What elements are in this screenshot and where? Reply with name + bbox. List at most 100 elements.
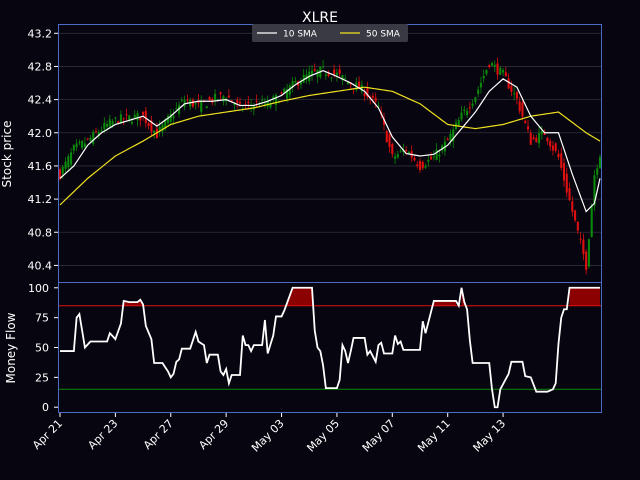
candle-body: [236, 99, 239, 103]
x-tick-label: Apr 29: [196, 417, 231, 452]
price-y-tick-label: 40.8: [28, 226, 53, 239]
x-tick-label: May 03: [249, 417, 287, 455]
candle-body: [72, 145, 75, 151]
candle-body: [424, 166, 427, 168]
price-y-tick-label: 42.8: [28, 60, 53, 73]
legend: 10 SMA 50 SMA: [252, 24, 408, 42]
price-y-tick-label: 41.6: [28, 160, 53, 173]
candle-body: [449, 133, 452, 141]
candle-body: [371, 95, 374, 98]
candle-body: [164, 119, 167, 129]
candle-body: [205, 106, 208, 109]
candle-body: [551, 145, 554, 151]
candle-body: [560, 153, 563, 168]
candle-body: [496, 63, 499, 75]
price-y-tick-label: 41.2: [28, 193, 53, 206]
price-y-axis-label: Stock price: [0, 121, 14, 188]
candle-body: [200, 100, 203, 112]
candle-body: [374, 97, 377, 102]
candle-body: [363, 93, 366, 96]
candle-body: [565, 173, 568, 193]
candle-body: [122, 118, 125, 120]
candle-body: [468, 107, 471, 109]
sma-series: [59, 69, 601, 213]
price-y-tick-label: 42.0: [28, 127, 53, 140]
candle-body: [208, 97, 211, 100]
candle-body: [81, 141, 84, 148]
money-flow-y-tick-label: 25: [35, 371, 49, 384]
candle-body: [133, 114, 136, 118]
candle-body: [216, 98, 219, 100]
candle-body: [333, 69, 336, 75]
candle-body: [299, 82, 302, 85]
candle-body: [466, 110, 469, 116]
candle-body: [346, 81, 350, 85]
candle-body: [277, 102, 280, 104]
candle-body: [418, 161, 422, 171]
money-flow-y-tick-label: 0: [42, 401, 49, 414]
candle-body: [150, 120, 153, 132]
candle-body: [579, 238, 582, 240]
candle-body: [261, 99, 264, 101]
candle-body: [421, 161, 424, 169]
candle-body: [471, 103, 474, 107]
money-flow-panel: 0 25 50 75 100: [28, 282, 602, 414]
candle-body: [441, 145, 444, 151]
candle-body: [227, 95, 230, 98]
candle-body: [515, 92, 518, 99]
candle-body: [366, 87, 369, 98]
candle-body: [64, 161, 67, 169]
candle-body: [549, 140, 552, 147]
candle-body: [524, 120, 527, 123]
candle-body: [119, 114, 122, 124]
candle-body: [58, 169, 62, 180]
candle-body: [114, 117, 117, 119]
candle-body: [103, 122, 106, 130]
candle-body: [540, 130, 543, 135]
x-tick-label: Apr 27: [141, 417, 176, 452]
candle-body: [432, 156, 435, 158]
candle-body: [499, 67, 502, 75]
candle-body: [67, 156, 70, 168]
candle-body: [169, 113, 172, 122]
candle-body: [391, 144, 394, 155]
candle-body: [117, 121, 120, 125]
candle-body: [130, 121, 134, 124]
candle-body: [153, 130, 156, 133]
candle-body: [507, 78, 510, 89]
candle-body: [430, 156, 433, 160]
price-y-tick-label: 42.4: [28, 94, 53, 107]
candle-body: [297, 81, 300, 86]
money-flow-overbought-fill: [123, 287, 600, 306]
candle-body: [474, 97, 477, 103]
candle-body: [147, 123, 150, 126]
candle-body: [302, 74, 305, 83]
candle-body: [269, 103, 272, 108]
overbought-fill-region: [287, 287, 312, 306]
candle-body: [510, 85, 513, 92]
candle-body: [479, 82, 482, 88]
candle-body: [263, 103, 266, 105]
candle-body: [142, 111, 145, 115]
candle-body: [546, 137, 549, 142]
money-flow-y-tick-label: 75: [35, 312, 49, 325]
candle-body: [230, 100, 233, 102]
x-axis: Apr 21 Apr 23 Apr 27 Apr 29 May 03 May 05 May …: [30, 413, 508, 455]
candle-body: [358, 81, 361, 89]
candle-body: [382, 118, 386, 125]
candle-body: [457, 119, 460, 126]
candle-body: [532, 137, 535, 139]
candle-body: [111, 121, 114, 126]
candle-body: [543, 132, 546, 136]
candle-body: [86, 138, 89, 140]
candle-body: [394, 156, 397, 159]
candle-body: [596, 168, 599, 175]
candle-body: [158, 126, 161, 131]
candle-body: [75, 143, 78, 148]
candle-body: [490, 63, 494, 66]
price-panel-frame: [58, 24, 602, 283]
money-flow-y-tick-label: 100: [28, 282, 49, 295]
legend-box: [252, 24, 408, 42]
candle-body: [266, 100, 269, 107]
